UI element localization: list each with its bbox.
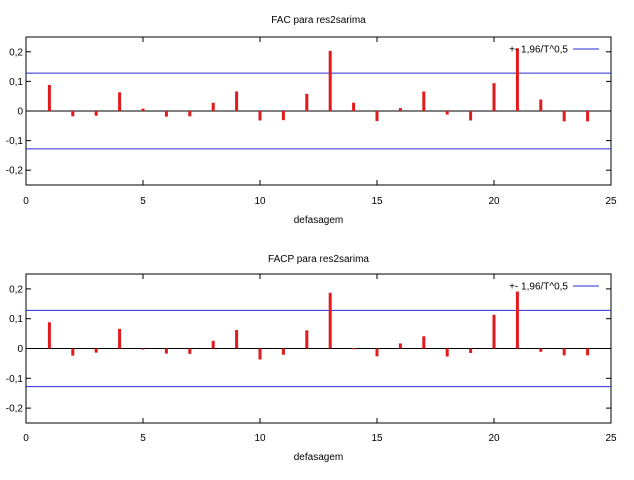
bar-lag-23	[562, 348, 566, 356]
x-tick-label: 15	[371, 433, 383, 444]
bar-lag-21	[515, 291, 519, 349]
bar-lag-6	[164, 348, 168, 354]
chart-title: FACP para res2sarima	[268, 254, 369, 265]
x-tick-label: 20	[488, 196, 500, 207]
bar-lag-23	[562, 111, 566, 122]
bar-lag-15	[375, 348, 379, 357]
bar-lag-16	[398, 343, 402, 349]
bar-lag-15	[375, 111, 379, 122]
bar-lag-19	[469, 111, 473, 121]
bar-lag-7	[188, 348, 192, 354]
bar-lag-14	[352, 102, 356, 111]
bar-lag-3	[94, 111, 98, 116]
x-tick-label: 5	[140, 433, 146, 444]
x-tick-label: 25	[605, 196, 617, 207]
bar-lag-10	[258, 111, 262, 121]
bar-lag-6	[164, 111, 168, 117]
bar-lag-13	[328, 50, 332, 111]
y-tick-label: 0,1	[9, 77, 23, 88]
bar-lag-11	[281, 348, 285, 355]
bar-lag-5	[141, 108, 145, 111]
x-tick-label: 10	[254, 196, 266, 207]
x-tick-label: 15	[371, 196, 383, 207]
bar-lag-17	[422, 336, 426, 349]
x-tick-label: 0	[23, 196, 29, 207]
bar-lag-9	[235, 91, 239, 111]
bar-lag-21	[515, 48, 519, 111]
bar-lag-22	[539, 348, 543, 352]
y-tick-label: -0,2	[6, 166, 24, 177]
legend-label: +- 1,96/T^0,5	[509, 282, 568, 293]
bar-lag-24	[586, 111, 590, 122]
y-tick-label: 0	[17, 344, 23, 355]
y-tick-label: 0,2	[9, 284, 23, 295]
y-tick-label: 0,1	[9, 314, 23, 325]
x-tick-label: 25	[605, 433, 617, 444]
bar-lag-12	[305, 93, 309, 111]
bar-lag-19	[469, 348, 473, 353]
bar-lag-16	[398, 108, 402, 111]
bar-lag-13	[328, 292, 332, 349]
bar-lag-12	[305, 330, 309, 349]
bar-lag-5	[141, 348, 145, 350]
bar-lag-10	[258, 348, 262, 360]
bar-lag-4	[118, 92, 122, 111]
chart-panel-1: FAC para res2sarima 0,2 0,1 0 -0,1 -0,2 0 5 10 15…	[6, 15, 617, 226]
bar-lag-3	[94, 348, 98, 353]
chart-panel-2: FACP para res2sarima 0,2 0,1 0 -0,1 -0,2 0 5 10 1…	[6, 254, 617, 463]
bar-lag-18	[445, 111, 449, 115]
y-tick-label: -0,1	[6, 374, 24, 385]
bar-lag-2	[71, 111, 75, 117]
x-tick-label: 5	[140, 196, 146, 207]
y-tick-label: 0	[17, 107, 23, 118]
bar-lag-24	[586, 348, 590, 356]
y-tick-label: -0,1	[6, 136, 24, 147]
bar-lag-17	[422, 91, 426, 111]
x-axis-label: defasagem	[294, 452, 343, 463]
bar-lag-8	[211, 340, 215, 349]
bar-lag-11	[281, 111, 285, 121]
legend-label: +- 1,96/T^0,5	[509, 45, 568, 56]
bar-lag-9	[235, 330, 239, 349]
bar-lag-8	[211, 102, 215, 111]
bar-lag-2	[71, 348, 75, 356]
x-tick-label: 20	[488, 433, 500, 444]
bar-lag-14	[352, 348, 356, 350]
y-tick-label: 0,2	[9, 47, 23, 58]
bar-lag-18	[445, 348, 449, 357]
bar-lag-7	[188, 111, 192, 117]
bar-lag-20	[492, 83, 496, 111]
chart-title: FAC para res2sarima	[271, 15, 366, 26]
x-tick-label: 0	[23, 433, 29, 444]
bar-lag-4	[118, 328, 122, 349]
x-axis-label: defasagem	[294, 215, 343, 226]
bar-lag-20	[492, 314, 496, 349]
bar-lag-1	[47, 322, 51, 349]
bar-lag-1	[47, 84, 51, 111]
x-tick-label: 10	[254, 433, 266, 444]
bar-lag-22	[539, 99, 543, 111]
y-tick-label: -0,2	[6, 404, 24, 415]
